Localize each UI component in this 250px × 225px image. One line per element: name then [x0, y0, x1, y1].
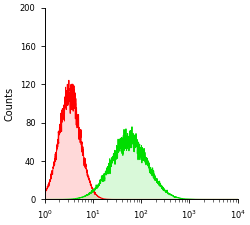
- Y-axis label: Counts: Counts: [4, 86, 14, 121]
